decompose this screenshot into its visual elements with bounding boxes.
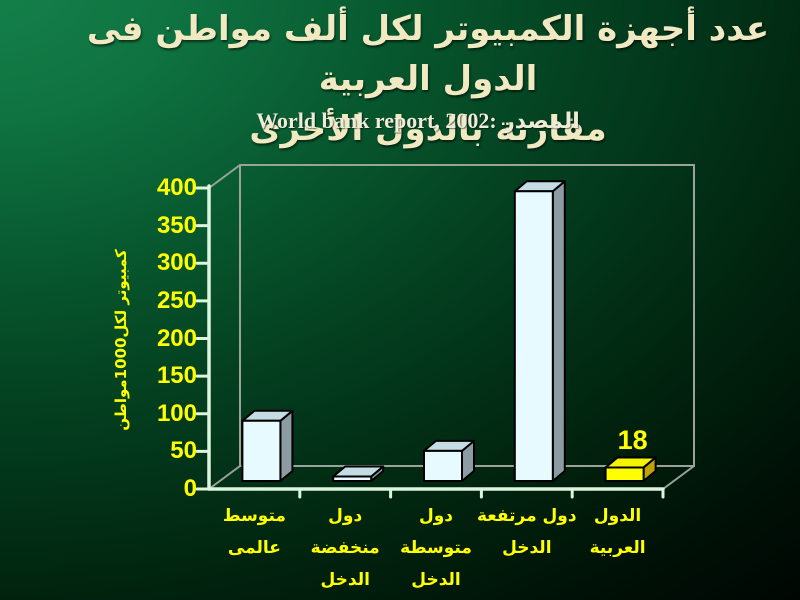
category-label-line: دول مرتفعة [477, 506, 577, 526]
category-label-line: متوسط [222, 506, 286, 526]
category-label-line: دول [418, 506, 454, 526]
y-tick-label-0: 0 [183, 475, 197, 502]
category-label-2: دول متوسطة الدخل [381, 500, 491, 596]
bar-side-3 [551, 180, 566, 482]
bar-2 [423, 449, 463, 482]
bar-0 [241, 419, 282, 482]
y-tick-label-200: 200 [156, 324, 197, 352]
category-label-line: متوسطة [400, 538, 472, 558]
category-label-4: الدول العربية [563, 500, 673, 564]
category-label-line: الدخل [320, 570, 370, 590]
floor-right-edge [662, 465, 695, 490]
category-label-line: الدخل [411, 570, 461, 590]
y-tick-label-50: 50 [170, 437, 197, 465]
wall-edge [208, 164, 241, 189]
bar-3 [513, 190, 554, 482]
bar-data-label-4: 18 [617, 425, 648, 456]
category-label-3: دول مرتفعة الدخل [472, 500, 582, 564]
slide-subtitle: World bank report, 2002: المصدر [256, 108, 580, 133]
bar-4 [604, 466, 645, 482]
bar-1 [332, 475, 373, 482]
category-label-1: دول منخفضة الدخل [290, 500, 400, 596]
y-tick-label-150: 150 [156, 362, 197, 390]
slide-title-line-2: مقارنة بالدول الأخرى [249, 109, 607, 149]
y-tick-label-100: 100 [156, 399, 197, 427]
category-label-line: منخفضة [310, 538, 380, 558]
category-label-line: عالمى [227, 538, 281, 558]
category-label-line: دول [328, 506, 363, 526]
category-label-line: الدول [593, 506, 642, 526]
category-label-0: متوسط عالمى [199, 500, 309, 564]
y-tick-label-400: 400 [156, 174, 197, 201]
floor-left-edge [208, 465, 241, 490]
y-tick-label-350: 350 [156, 211, 197, 239]
y-tick-label-250: 250 [156, 286, 197, 314]
slide-title: عدد أجهزة الكمبيوتر لكل ألف مواطن فى الد… [0, 4, 800, 154]
slide-title-line-1: عدد أجهزة الكمبيوتر لكل ألف مواطن فى الد… [86, 9, 770, 99]
y-tick-label-300: 300 [156, 249, 197, 277]
bar-side-0 [279, 409, 294, 482]
category-label-line: الدخل [502, 538, 552, 558]
y-axis-title: كمبيوتر لكل1000مواطن [112, 249, 130, 431]
category-label-line: العربية [589, 538, 646, 558]
